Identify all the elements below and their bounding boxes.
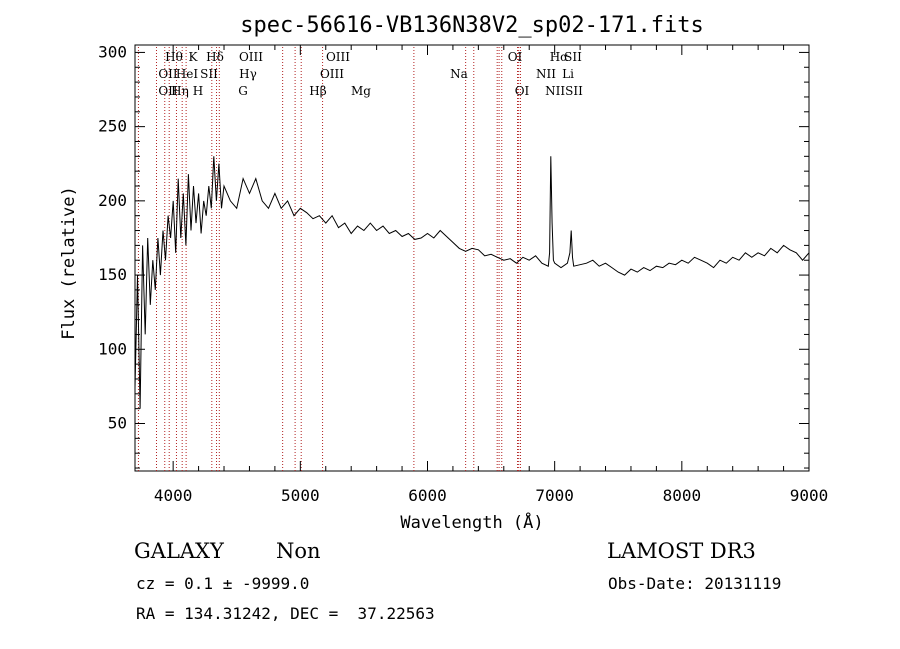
line-label: Hδ [206,50,224,64]
y-tick-label: 50 [108,414,127,433]
line-label: OII [158,67,178,81]
plot-border [134,44,810,472]
line-label: OI [508,50,523,64]
spectrum-line [134,156,810,409]
plot-frame [134,44,810,472]
x-tick-label: 9000 [790,486,829,505]
x-tick-label: 6000 [408,486,447,505]
y-axis-ticks: 50 100 150 200 250 300 [98,42,809,469]
x-tick-label: 7000 [535,486,574,505]
x-tick-label: 5000 [281,486,320,505]
radec-text: RA = 134.31242, DEC = 37.22563 [136,604,435,623]
line-label: G [238,84,248,98]
x-axis-label: Wavelength (Å) [400,511,543,533]
line-label: OII [158,84,178,98]
line-label: H [193,84,203,98]
line-label: NIISII [545,84,583,98]
spectrum-series [134,156,810,409]
x-tick-label: 8000 [663,486,702,505]
y-tick-label: 200 [98,191,127,210]
y-tick-label: 150 [98,265,127,284]
line-label: K [189,50,199,64]
line-label: Li [562,67,574,81]
chart-title: spec-56616-VB136N38V2_sp02-171.fits [240,13,704,38]
line-label: OIII [326,50,350,64]
line-label: OI [515,84,530,98]
line-label: Na [450,67,468,81]
y-axis-label: Flux (relative) [59,186,79,340]
class-label: GALAXY [134,539,224,563]
line-label: SII [200,67,218,81]
line-label: Hθ [165,50,183,64]
x-tick-label: 4000 [154,486,193,505]
y-tick-label: 250 [98,117,127,136]
emission-line-markers [137,47,521,471]
line-label: Hη [171,84,189,98]
subclass-label: Non [276,539,321,563]
y-tick-label: 300 [98,42,127,61]
line-label: Hβ [309,84,326,98]
obs-date-text: Obs-Date: 20131119 [608,574,782,593]
line-label: OIII [239,50,263,64]
survey-label: LAMOST DR3 [607,539,756,563]
line-label: OIII [320,67,344,81]
line-label: HeI [176,67,199,81]
line-label: SII [564,50,582,64]
line-label: Hγ [239,67,257,81]
line-label: NII [536,67,556,81]
y-tick-label: 100 [98,339,127,358]
line-label: Mg [351,84,371,98]
line-label: Hα [550,50,569,64]
x-axis-ticks: 4000 5000 6000 7000 8000 9000 [154,45,828,505]
redshift-text: cz = 0.1 ± -9999.0 [136,574,310,593]
